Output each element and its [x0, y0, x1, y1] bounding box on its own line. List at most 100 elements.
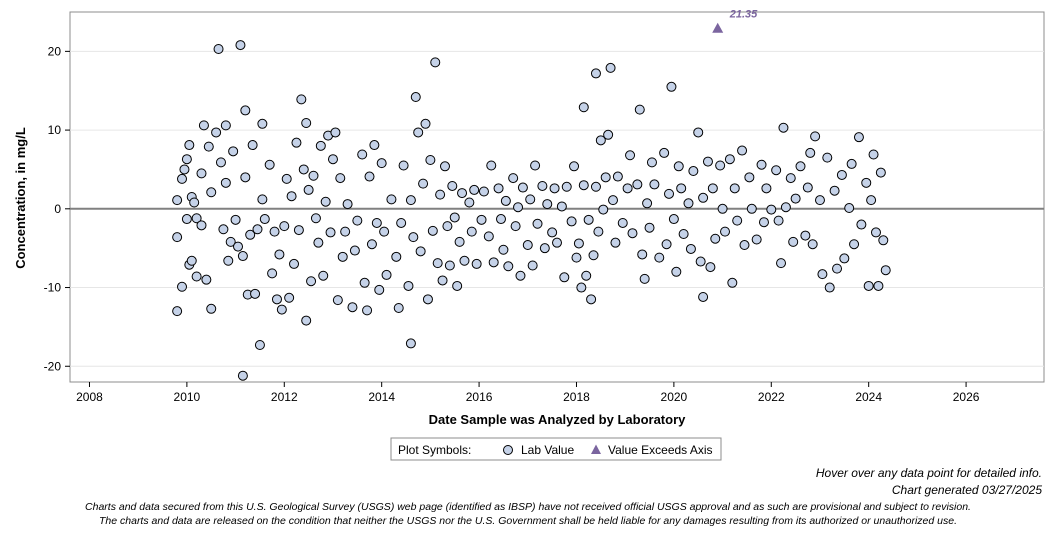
data-point[interactable]: [578, 180, 589, 191]
data-point[interactable]: [220, 120, 231, 131]
data-point[interactable]: [829, 185, 840, 196]
data-point[interactable]: [788, 236, 799, 247]
data-point[interactable]: [439, 161, 450, 172]
data-point[interactable]: [693, 127, 704, 138]
data-point[interactable]: [508, 173, 519, 184]
data-point[interactable]: [622, 183, 633, 194]
data-point[interactable]: [301, 118, 312, 128]
data-point[interactable]: [391, 251, 402, 262]
data-point[interactable]: [642, 198, 653, 209]
data-point[interactable]: [308, 170, 319, 181]
data-point[interactable]: [186, 255, 197, 266]
data-point[interactable]: [729, 183, 740, 194]
data-point[interactable]: [313, 237, 324, 248]
data-point[interactable]: [800, 230, 811, 241]
data-point[interactable]: [420, 118, 431, 129]
data-point[interactable]: [259, 214, 270, 225]
data-point[interactable]: [228, 146, 239, 157]
data-point[interactable]: [805, 147, 816, 158]
data-point[interactable]: [213, 44, 224, 54]
data-point[interactable]: [432, 258, 443, 269]
data-point[interactable]: [430, 57, 441, 68]
data-point[interactable]: [410, 92, 421, 103]
data-point[interactable]: [240, 105, 251, 116]
data-point[interactable]: [452, 280, 463, 291]
data-point[interactable]: [298, 164, 309, 175]
data-point[interactable]: [374, 284, 385, 295]
data-point[interactable]: [257, 118, 268, 129]
data-point[interactable]: [172, 195, 183, 206]
data-point[interactable]: [600, 172, 611, 183]
data-point[interactable]: [471, 258, 482, 269]
data-point[interactable]: [705, 262, 716, 273]
data-point[interactable]: [442, 221, 453, 232]
data-point[interactable]: [191, 271, 202, 282]
data-point[interactable]: [196, 220, 207, 231]
data-point[interactable]: [264, 159, 275, 170]
data-point[interactable]: [593, 226, 604, 237]
data-point[interactable]: [279, 221, 290, 232]
data-point[interactable]: [571, 252, 582, 263]
data-point[interactable]: [347, 302, 358, 313]
data-point[interactable]: [807, 239, 818, 250]
data-point[interactable]: [527, 260, 538, 271]
data-point[interactable]: [608, 195, 619, 206]
data-point[interactable]: [773, 215, 784, 226]
data-point[interactable]: [537, 180, 548, 191]
data-point[interactable]: [522, 240, 533, 251]
data-point[interactable]: [206, 303, 217, 314]
data-point[interactable]: [870, 227, 881, 238]
data-point[interactable]: [418, 178, 429, 189]
data-point[interactable]: [449, 212, 460, 223]
data-point[interactable]: [861, 177, 872, 188]
data-point[interactable]: [201, 274, 212, 285]
data-point[interactable]: [573, 238, 584, 249]
data-point[interactable]: [778, 122, 789, 133]
data-point[interactable]: [549, 183, 560, 194]
data-point[interactable]: [698, 291, 709, 302]
data-point[interactable]: [289, 258, 300, 269]
data-point[interactable]: [181, 154, 192, 165]
data-point[interactable]: [542, 199, 553, 210]
data-point[interactable]: [447, 180, 458, 191]
data-point[interactable]: [405, 195, 416, 206]
data-point[interactable]: [189, 197, 200, 208]
data-point[interactable]: [427, 225, 438, 236]
data-point[interactable]: [415, 246, 426, 257]
data-point[interactable]: [710, 233, 721, 244]
data-point[interactable]: [598, 204, 609, 215]
data-point[interactable]: [790, 193, 801, 204]
data-point[interactable]: [617, 217, 628, 228]
data-point[interactable]: [349, 245, 360, 256]
data-point[interactable]: [223, 255, 234, 266]
data-point[interactable]: [386, 194, 397, 205]
data-point[interactable]: [269, 226, 280, 237]
data-point[interactable]: [817, 269, 828, 280]
data-point[interactable]: [637, 249, 648, 260]
data-point[interactable]: [332, 295, 343, 306]
data-point[interactable]: [832, 263, 843, 274]
data-point[interactable]: [646, 157, 657, 168]
data-point[interactable]: [181, 214, 192, 225]
data-point[interactable]: [478, 186, 489, 197]
data-point[interactable]: [824, 282, 835, 293]
data-point[interactable]: [866, 195, 877, 206]
data-point[interactable]: [846, 158, 857, 169]
data-point[interactable]: [605, 62, 616, 73]
data-point[interactable]: [476, 214, 487, 225]
data-point[interactable]: [510, 221, 521, 232]
data-point[interactable]: [286, 191, 297, 202]
data-point[interactable]: [177, 173, 188, 184]
data-point[interactable]: [668, 214, 679, 225]
data-point[interactable]: [500, 195, 511, 206]
data-point[interactable]: [581, 270, 592, 281]
data-point[interactable]: [503, 261, 514, 272]
data-point[interactable]: [612, 171, 623, 182]
data-point[interactable]: [364, 171, 375, 182]
data-point[interactable]: [766, 204, 777, 215]
data-point[interactable]: [724, 154, 735, 165]
data-point[interactable]: [525, 194, 536, 205]
data-point[interactable]: [576, 282, 587, 293]
data-point[interactable]: [727, 277, 738, 288]
data-point[interactable]: [342, 199, 353, 210]
